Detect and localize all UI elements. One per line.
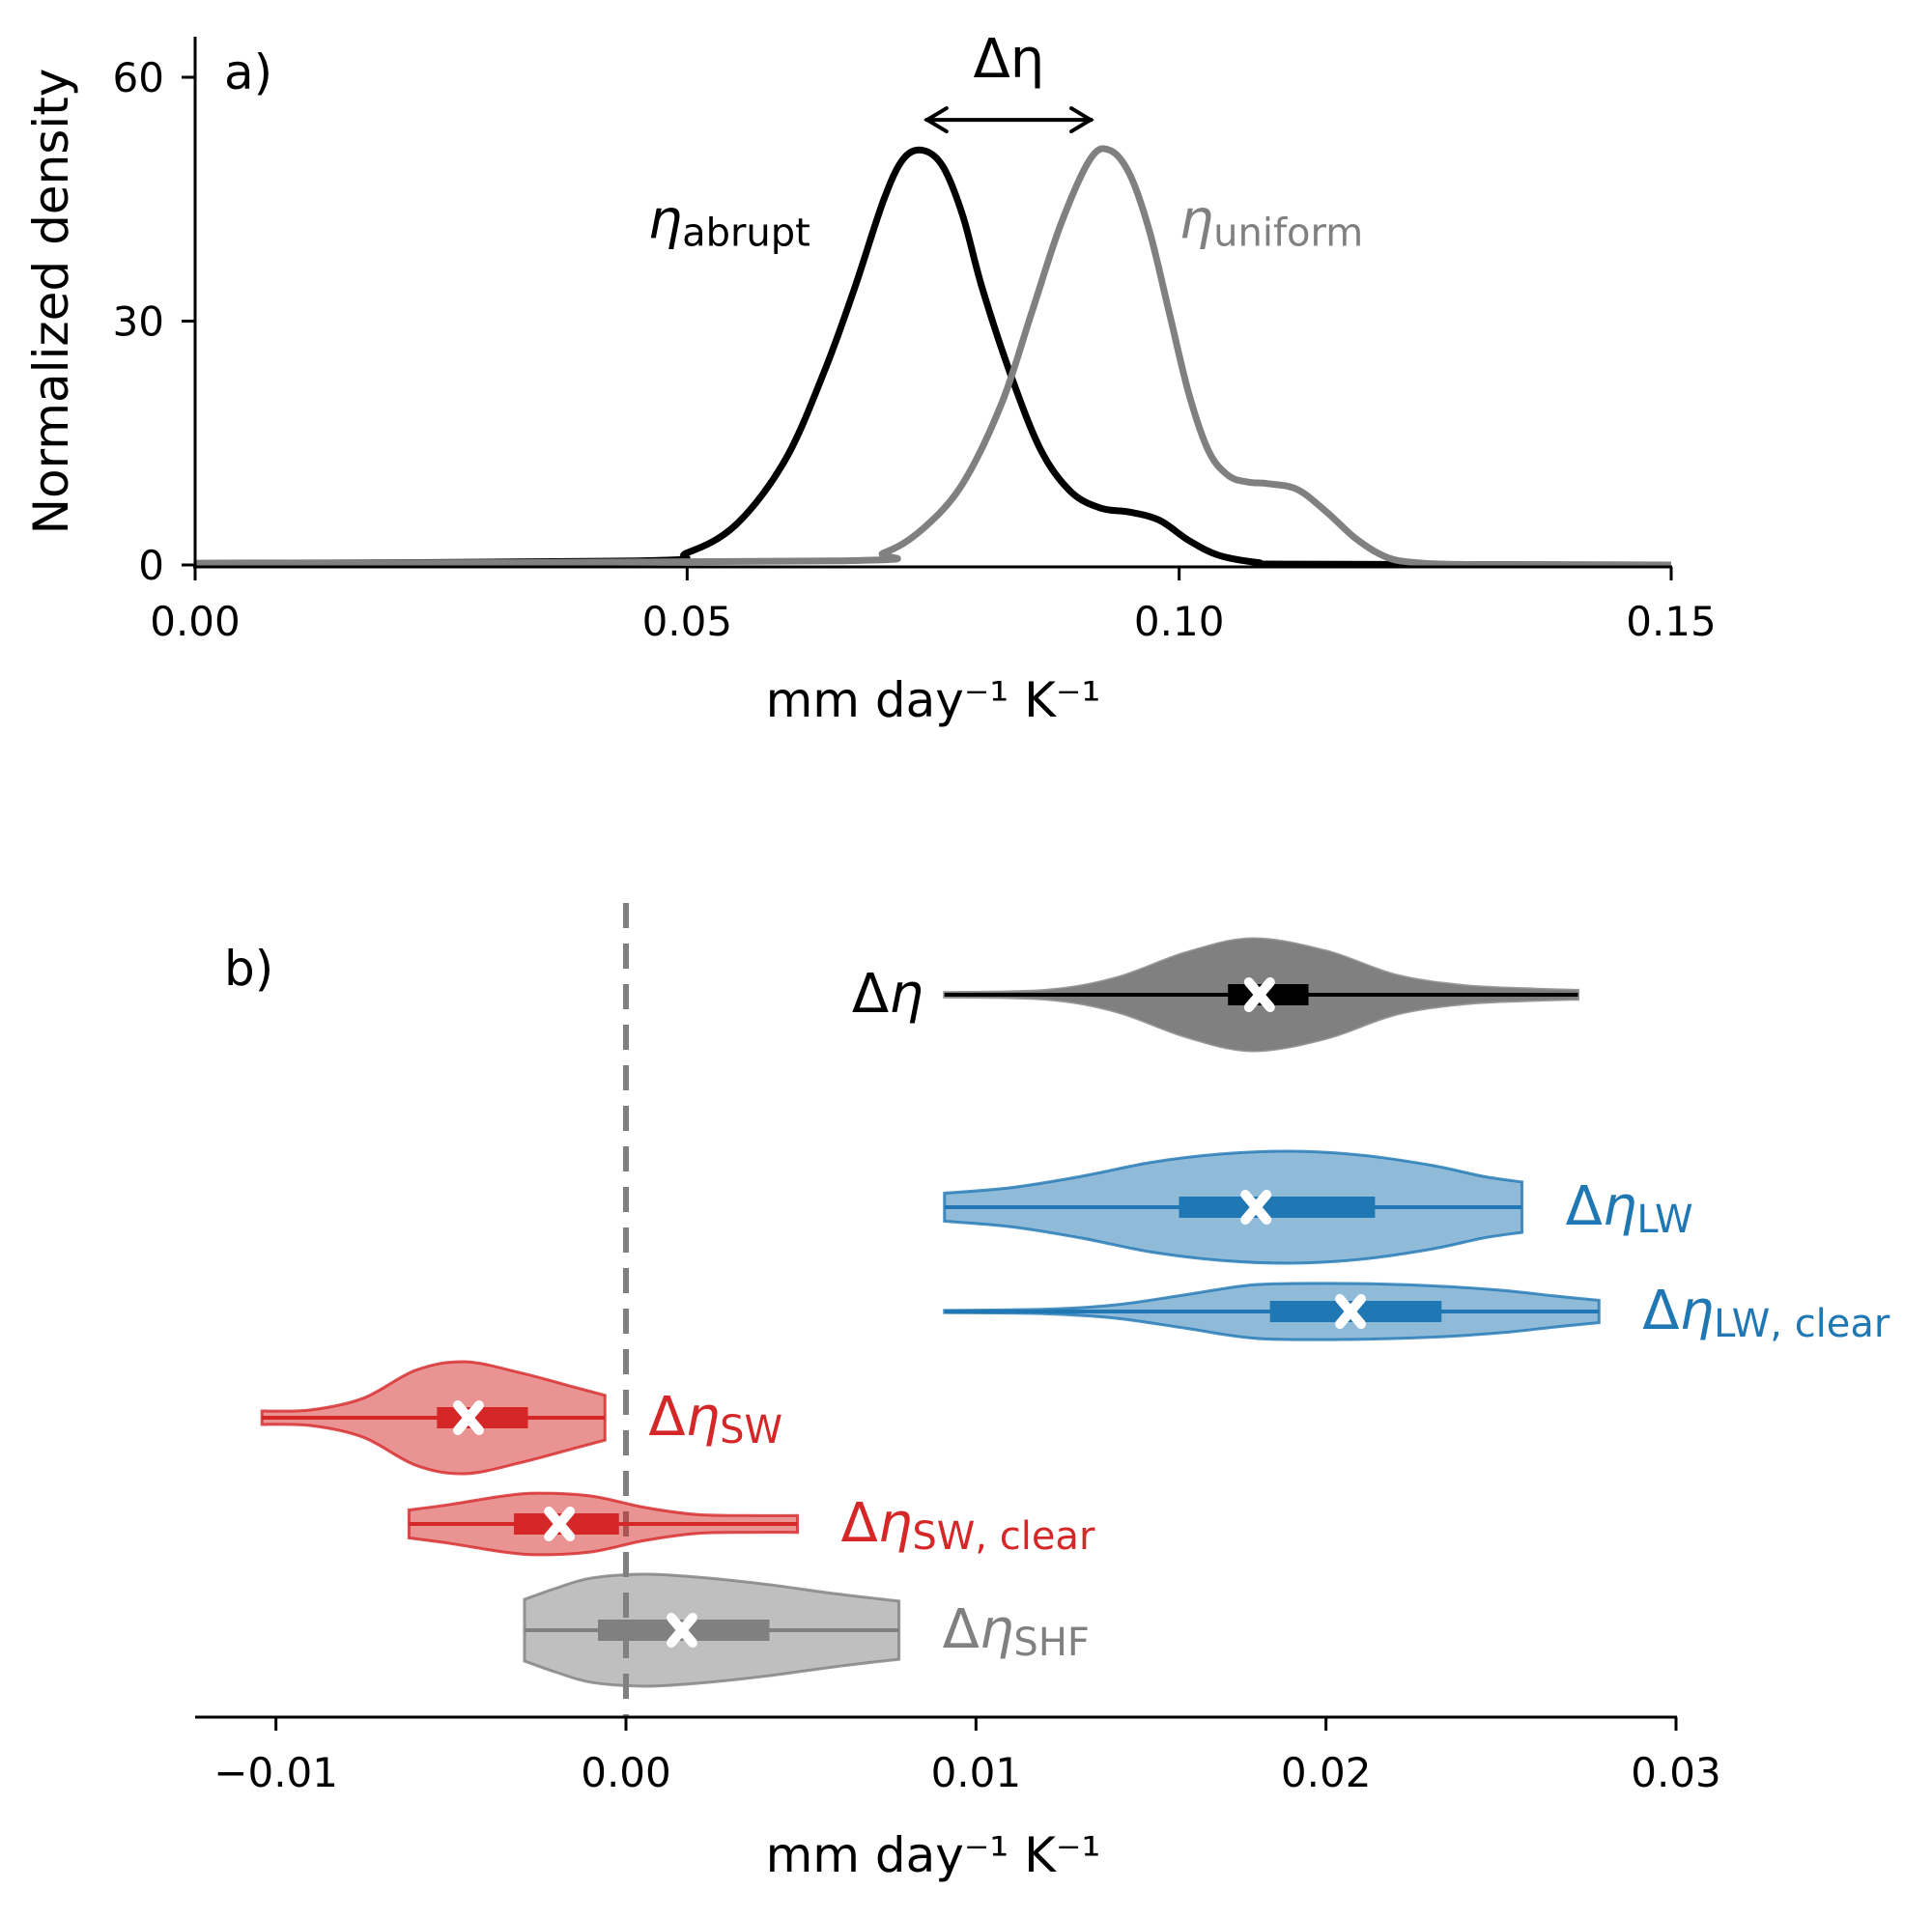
violin-label: ΔηSW, clear [841,1492,1095,1559]
iqr-box [1179,1197,1376,1218]
mean-marker [1335,1294,1367,1329]
violin-lw-clear: ΔηLW, clear [943,1280,1890,1346]
violin-label: ΔηSW [648,1386,782,1453]
iqr-box [1228,984,1309,1005]
mean-marker [452,1400,484,1435]
density-curve-uniform [194,145,1672,569]
violin-shf: ΔηSHF [523,1572,1090,1688]
x-tick-label: 0.05 [642,598,733,645]
violin-sw-clear: ΔηSW, clear [407,1491,1095,1559]
violin-total: Δη [852,937,1580,1053]
violin-label: ΔηLW, clear [1642,1280,1890,1346]
violin-label: ΔηLW [1566,1175,1693,1242]
x-tick-label: 0.00 [150,598,241,645]
density-curve-abrupt [194,146,1672,569]
panel-b: b) Δη ΔηLW ΔηLW, clear ΔηSW ΔηSW, clear ΔηSHF… [195,903,1890,1883]
arrow-head-left [923,106,949,134]
panel-a-y-label: Normalized density [23,69,79,535]
panel-b-x-label: mm day⁻¹ K⁻¹ [766,1827,1101,1883]
y-tick-label: 30 [113,298,164,346]
violin-sw: ΔηSW [260,1360,782,1476]
panel-a-label: a) [224,44,272,100]
violin-label: ΔηSHF [943,1598,1090,1665]
x-tick-label: 0.01 [931,1749,1022,1796]
arrow-head-right [1068,106,1094,134]
x-tick-label: 0.10 [1134,598,1225,645]
violin-label: Δη [852,963,923,1026]
series-label-uniform: ηuniform [1179,188,1364,255]
iqr-box [437,1407,528,1428]
violin-lw: ΔηLW [943,1149,1693,1265]
iqr-box [514,1513,619,1535]
x-tick-label: 0.02 [1281,1749,1372,1796]
mean-marker [1240,1190,1272,1225]
x-tick-label: 0.15 [1626,598,1717,645]
x-tick-label: 0.00 [581,1749,671,1796]
y-tick-label: 0 [138,542,164,589]
y-tick-label: 60 [113,54,164,101]
mean-marker [544,1507,576,1541]
panel-b-label: b) [224,941,273,997]
x-tick-label: 0.03 [1631,1749,1721,1796]
mean-marker [666,1613,697,1648]
mean-marker [1243,977,1275,1012]
delta-eta-annotation: Δη [973,28,1044,91]
series-label-abrupt: ηabrupt [648,188,810,255]
panel-a: a) 0.00 0.05 0.10 0.15 0 30 60 mm day⁻¹ K⁻¹ N… [23,28,1717,728]
x-tick-label: −0.01 [213,1749,338,1796]
panel-a-x-label: mm day⁻¹ K⁻¹ [766,672,1101,728]
